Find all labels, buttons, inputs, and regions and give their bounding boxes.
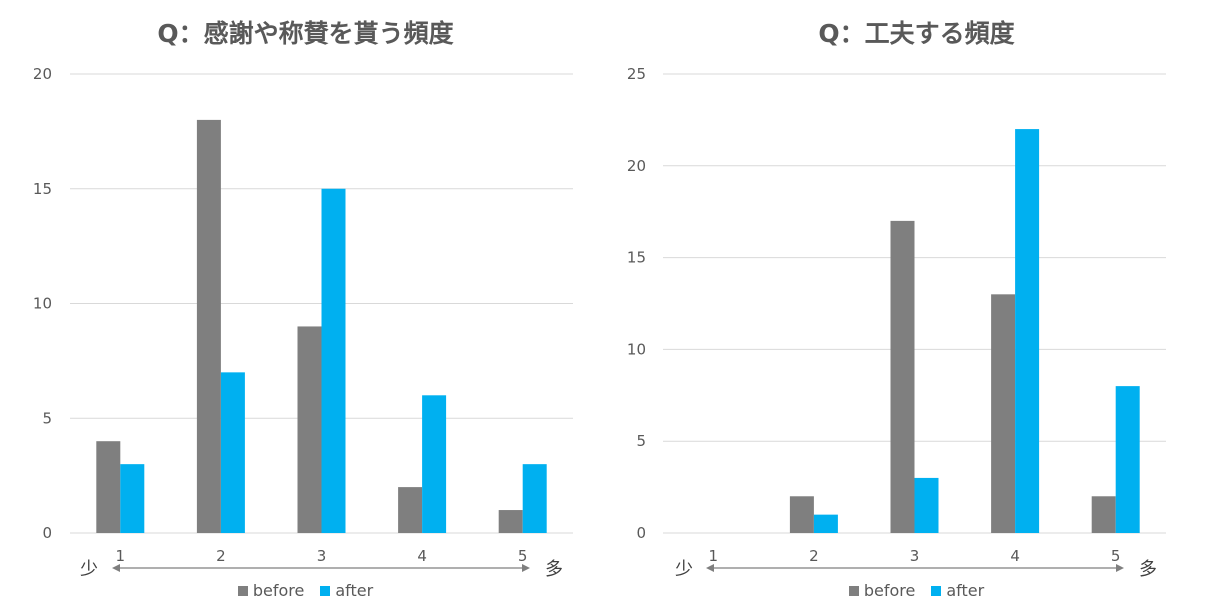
plot-area: 0 5 10 15 20 25 1 2 3 4 5 (627, 65, 1166, 572)
bar-before-2 (196, 119, 221, 534)
bar-after-2 (813, 514, 838, 533)
x-tick-label: 4 (417, 547, 427, 565)
legend-swatch-before (848, 585, 859, 596)
y-tick-label: 10 (33, 295, 52, 313)
scale-high-label: 多 (1139, 559, 1157, 580)
arrow-right-icon (1116, 564, 1124, 572)
chart-right: Q：工夫する頻度 0 5 10 15 20 25 1 2 3 4 5 少 多 before afte… (611, 0, 1222, 601)
x-tick-label: 4 (1010, 547, 1020, 565)
legend-item-before: before (237, 581, 305, 600)
x-tick-label: 1 (709, 547, 719, 565)
scale-low-label: 少 (80, 559, 98, 580)
y-tick-label: 0 (636, 524, 646, 542)
chart-left: Q：感謝や称賛を貰う頻度 0 5 10 15 20 1 2 3 4 5 少 多 before af… (0, 0, 611, 601)
bar-after-2 (220, 372, 245, 533)
bar-after-5 (1115, 386, 1140, 533)
legend: before after (611, 581, 1222, 600)
x-tick-label: 3 (317, 547, 327, 565)
legend-item-after: after (320, 581, 373, 600)
bar-after-4 (1015, 129, 1040, 533)
legend-item-before: before (848, 581, 916, 600)
y-tick-label: 5 (42, 409, 52, 427)
plot-area: 0 5 10 15 20 1 2 3 4 5 (33, 65, 573, 572)
bar-after-3 (321, 188, 346, 533)
legend-item-after: after (931, 581, 984, 600)
legend-swatch-after (931, 585, 942, 596)
y-tick-label: 0 (42, 524, 52, 542)
bar-after-3 (914, 477, 939, 533)
y-tick-label: 20 (33, 65, 52, 83)
x-tick-label: 5 (1111, 547, 1121, 565)
legend-label-after: after (946, 581, 985, 600)
chart-title: Q：工夫する頻度 (818, 19, 1015, 48)
legend-label-before: before (863, 581, 916, 600)
y-tick-label: 15 (33, 180, 52, 198)
arrow-left-icon (706, 564, 714, 572)
legend-label-after: after (335, 581, 374, 600)
legend: before after (0, 581, 611, 600)
chart-title: Q：感謝や称賛を貰う頻度 (157, 19, 454, 48)
y-tick-label: 15 (627, 249, 646, 267)
legend-swatch-after (320, 585, 331, 596)
bar-after-5 (522, 464, 547, 533)
x-tick-label: 2 (216, 547, 226, 565)
legend-label-before: before (252, 581, 305, 600)
y-tick-label: 10 (627, 340, 646, 358)
y-tick-label: 20 (627, 157, 646, 175)
y-tick-label: 25 (627, 65, 646, 83)
legend-swatch-before (237, 585, 248, 596)
bar-after-1 (120, 464, 145, 533)
bar-before-2 (789, 496, 814, 533)
x-tick-label: 1 (116, 547, 126, 565)
bar-before-3 (890, 220, 915, 533)
bar-before-5 (1091, 496, 1116, 533)
x-tick-label: 2 (809, 547, 819, 565)
bar-before-4 (398, 487, 423, 533)
bar-before-4 (991, 294, 1016, 533)
y-tick-label: 5 (636, 432, 646, 450)
scale-high-label: 多 (545, 559, 563, 580)
arrow-right-icon (522, 564, 530, 572)
bar-before-5 (498, 510, 523, 533)
bar-before-3 (297, 326, 322, 533)
bar-before-1 (96, 441, 121, 533)
bar-after-4 (422, 395, 447, 533)
x-tick-label: 3 (910, 547, 920, 565)
scale-low-label: 少 (675, 559, 693, 580)
arrow-left-icon (112, 564, 120, 572)
x-tick-label: 5 (518, 547, 528, 565)
